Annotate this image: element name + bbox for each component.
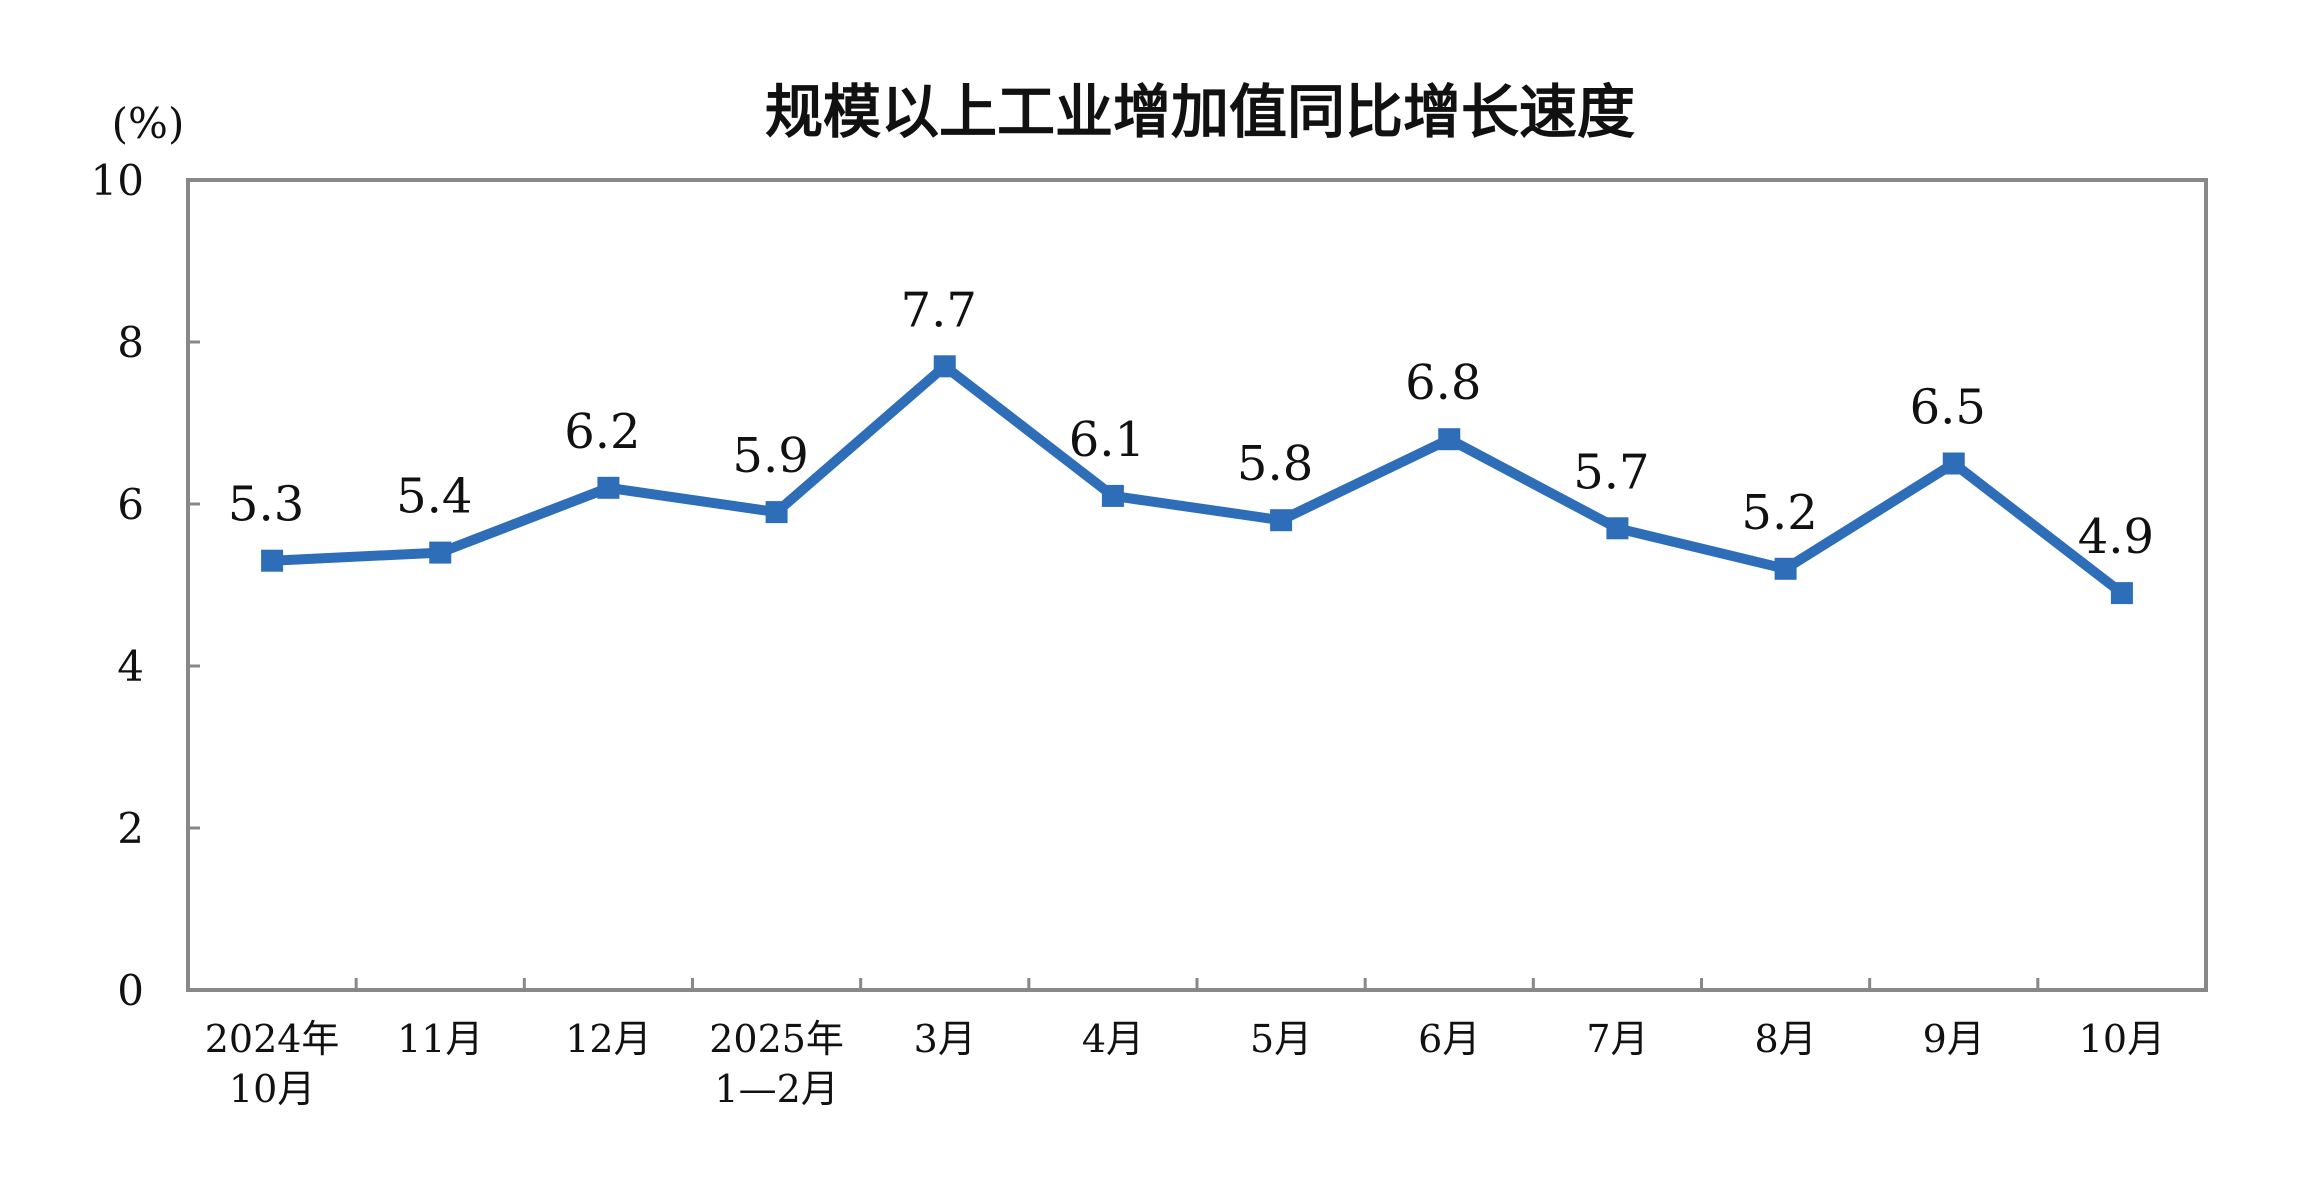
y-axis: 0 2 4 6 8 10 [91,156,200,1015]
y-tick-label: 2 [117,804,144,853]
data-label: 7.7 [901,282,977,338]
data-point-marker [261,549,284,572]
data-point-marker [1942,452,1965,475]
data-point-marker [1270,509,1293,532]
series-line [271,361,2125,598]
y-tick-label: 8 [117,318,144,367]
y-tick-label: 6 [117,480,144,529]
data-label: 6.2 [564,404,640,460]
x-tick-label: 11月 [397,1017,483,1061]
data-label: 5.8 [1237,436,1313,492]
y-tick-label: 0 [117,966,144,1015]
data-point-marker [2110,582,2133,605]
x-tick-label: 6月 [1418,1017,1480,1061]
x-tick-label: 5月 [1250,1017,1312,1061]
data-point-marker [597,476,620,499]
plot-area [186,178,2208,992]
data-label: 6.5 [1910,380,1986,436]
data-point-marker [765,501,788,524]
data-label: 5.4 [396,469,472,525]
x-tick-label: 10月 [2079,1017,2165,1061]
data-label: 6.8 [1405,355,1481,411]
data-point-marker [429,541,452,564]
data-point-marker [1606,517,1629,540]
data-point-marker [1438,428,1461,451]
data-label: 5.2 [1741,485,1817,541]
x-tick-label: 9月 [1923,1017,1985,1061]
data-point-marker [1101,484,1124,507]
y-tick-label: 10 [91,156,144,205]
x-tick-label: 7月 [1586,1017,1648,1061]
chart-title: 规模以上工业增加值同比增长速度 [765,78,1635,146]
data-label: 4.9 [2078,509,2154,565]
data-label: 5.9 [732,428,808,484]
x-tick-label: 12月 [565,1017,651,1061]
series-layer [261,355,2133,605]
data-labels: 5.3 5.4 6.2 5.9 7.7 6.1 5.8 6.8 5.7 5.2 6.5 4.9 [228,282,2154,565]
data-label: 6.1 [1069,412,1145,468]
data-label: 5.3 [228,477,304,533]
y-tick-label: 4 [117,642,144,691]
x-tick-label: 3月 [914,1017,976,1061]
x-tick-label: 2024年 10月 [205,1017,340,1111]
x-axis: 2024年 10月 11月 12月 2025年 1—2月 3月 4月 5月 6月 7月 8月 9月 10月 [205,978,2165,1111]
plot-border [186,178,2208,992]
x-tick-label: 4月 [1082,1017,1144,1061]
data-point-marker [933,355,956,378]
y-axis-unit-label: (%) [112,99,185,148]
data-label: 5.7 [1573,444,1649,500]
data-point-marker [1774,557,1797,580]
x-tick-label: 2025年 1—2月 [709,1017,844,1111]
x-tick-label: 8月 [1754,1017,1816,1061]
